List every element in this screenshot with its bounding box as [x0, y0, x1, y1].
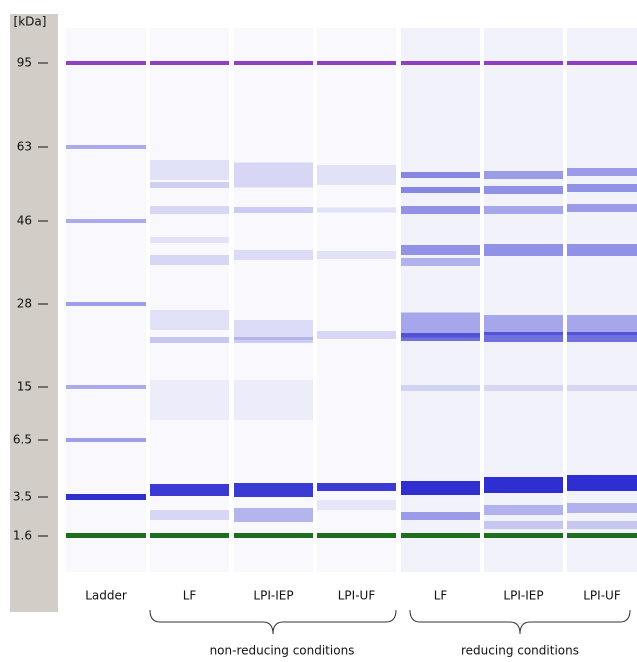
band [484, 244, 563, 256]
band [66, 219, 146, 223]
band [66, 494, 146, 500]
top-band [484, 61, 563, 65]
brace [410, 610, 630, 634]
lane-label: LPI-UF [338, 589, 376, 603]
band [66, 385, 146, 389]
band [401, 385, 480, 391]
top-band [401, 61, 480, 65]
lane-label: LF [183, 589, 197, 603]
lane-label: LPI-IEP [253, 589, 293, 603]
band [234, 207, 313, 213]
band [317, 500, 396, 510]
band [401, 206, 480, 214]
marker-label: 1.6 [13, 529, 32, 543]
marker-label: 6.5 [13, 433, 32, 447]
band [567, 184, 637, 192]
band [484, 521, 563, 529]
group-label: reducing conditions [461, 644, 579, 658]
marker-label: 63 [17, 140, 32, 154]
band [484, 385, 563, 391]
band [234, 250, 313, 260]
marker-label: 46 [17, 214, 32, 228]
band [66, 145, 146, 149]
band [150, 182, 229, 188]
bottom-band [150, 533, 229, 538]
band [567, 244, 637, 256]
band [66, 302, 146, 306]
top-band [317, 61, 396, 65]
marker-label: 3.5 [13, 490, 32, 504]
group-label: non-reducing conditions [210, 644, 355, 658]
lane-label: LPI-IEP [503, 589, 543, 603]
band [317, 331, 396, 339]
band [317, 208, 396, 213]
bottom-band [317, 533, 396, 538]
band [567, 204, 637, 212]
marker-label: 15 [17, 380, 32, 394]
band [317, 483, 396, 491]
band [401, 172, 480, 178]
band [484, 206, 563, 214]
band [484, 477, 563, 493]
band [401, 333, 480, 341]
band [317, 165, 396, 185]
band [150, 206, 229, 214]
band [567, 503, 637, 513]
band [150, 510, 229, 520]
band [484, 171, 563, 179]
bottom-band [234, 533, 313, 538]
bottom-band [567, 533, 637, 538]
band [484, 186, 563, 194]
band [150, 337, 229, 343]
brace [150, 610, 396, 634]
top-band [66, 61, 146, 65]
band [401, 245, 480, 255]
band [401, 258, 480, 266]
band [150, 380, 229, 420]
bottom-band [66, 533, 146, 538]
band [317, 251, 396, 259]
band [150, 160, 229, 180]
bottom-band [401, 533, 480, 538]
band [401, 187, 480, 193]
lane-label: LPI-UF [583, 589, 621, 603]
bottom-band [484, 533, 563, 538]
band [150, 310, 229, 330]
axis-unit: [kDa] [14, 15, 47, 29]
marker-label: 28 [17, 297, 32, 311]
band [150, 484, 229, 496]
band [401, 512, 480, 520]
band [150, 255, 229, 265]
band [567, 332, 637, 342]
marker-label: 95 [17, 56, 32, 70]
top-band [234, 61, 313, 65]
band [567, 521, 637, 529]
band [401, 481, 480, 495]
band [234, 483, 313, 497]
band [150, 237, 229, 243]
lane-label: Ladder [85, 589, 127, 603]
top-band [150, 61, 229, 65]
band [234, 380, 313, 420]
lane [66, 28, 146, 572]
gel-figure: [kDa] non-reducing conditions reducing c… [0, 0, 637, 658]
lane-label: LF [434, 589, 448, 603]
top-band [567, 61, 637, 65]
band [484, 505, 563, 515]
band [567, 385, 637, 391]
band [484, 332, 563, 342]
marker-strip [10, 14, 58, 612]
band [234, 508, 313, 522]
band [66, 438, 146, 442]
band [234, 337, 313, 343]
band [567, 475, 637, 491]
band [567, 168, 637, 176]
band [234, 163, 313, 188]
